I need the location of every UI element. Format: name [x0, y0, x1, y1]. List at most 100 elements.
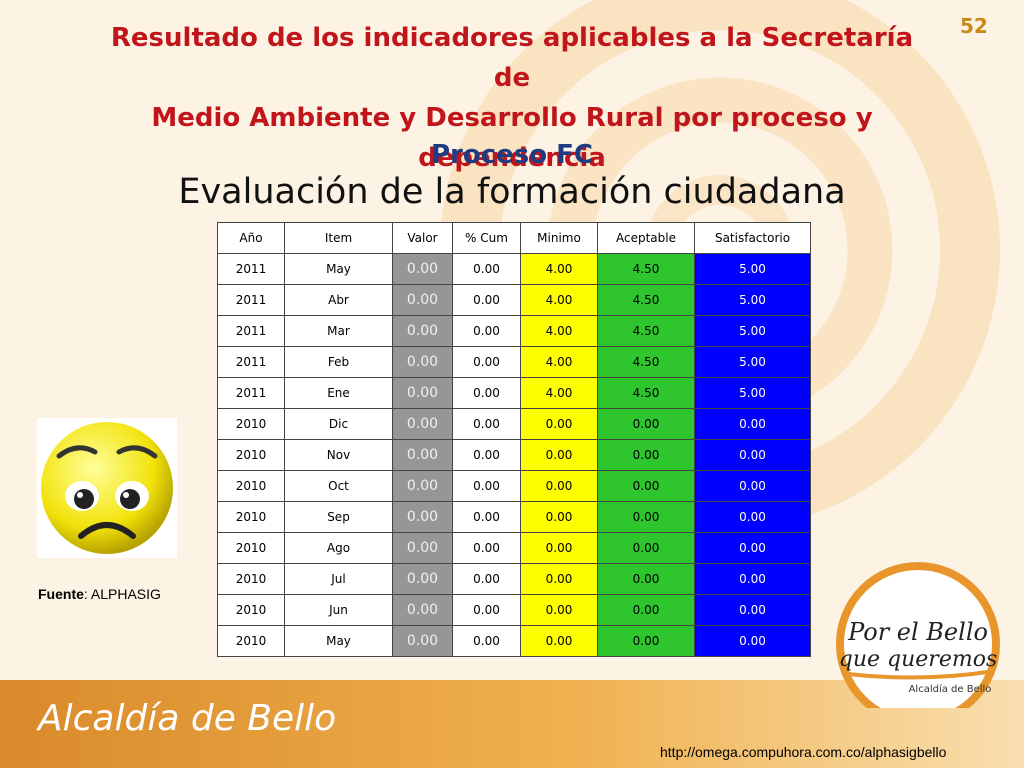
cell-ano: 2010 — [217, 532, 285, 564]
cell-minimo: 0.00 — [520, 625, 598, 657]
table-row: 2010 Jun 0.00 0.00 0.00 0.00 0.00 — [217, 594, 811, 626]
cell-valor: 0.00 — [392, 563, 453, 595]
cell-ano: 2011 — [217, 315, 285, 347]
cell-cum: 0.00 — [452, 284, 521, 316]
title-line: Medio Ambiente y Desarrollo Rural por pr… — [151, 103, 873, 133]
header-valor: Valor — [392, 222, 453, 254]
cell-valor: 0.00 — [392, 532, 453, 564]
cell-cum: 0.00 — [452, 408, 521, 440]
cell-minimo: 0.00 — [520, 594, 598, 626]
table-row: 2010 Ago 0.00 0.00 0.00 0.00 0.00 — [217, 532, 811, 564]
header-cum: % Cum — [452, 222, 521, 254]
cell-minimo: 0.00 — [520, 470, 598, 502]
cell-minimo: 4.00 — [520, 346, 598, 378]
cell-aceptable: 4.50 — [597, 377, 695, 409]
cell-minimo: 0.00 — [520, 563, 598, 595]
cell-ano: 2010 — [217, 439, 285, 471]
evaluation-title: Evaluación de la formación ciudadana — [178, 172, 846, 212]
cell-item: Nov — [284, 439, 393, 471]
cell-aceptable: 0.00 — [597, 532, 695, 564]
cell-ano: 2010 — [217, 625, 285, 657]
table-row: 2011 Abr 0.00 0.00 4.00 4.50 5.00 — [217, 284, 811, 316]
cell-satisfactorio: 5.00 — [694, 253, 811, 285]
title-line: dependencia — [418, 143, 606, 173]
cell-minimo: 4.00 — [520, 377, 598, 409]
table-row: 2011 Mar 0.00 0.00 4.00 4.50 5.00 — [217, 315, 811, 347]
slide-number: 52 — [960, 14, 988, 38]
cell-item: May — [284, 253, 393, 285]
table-row: 2010 Oct 0.00 0.00 0.00 0.00 0.00 — [217, 470, 811, 502]
cell-cum: 0.00 — [452, 470, 521, 502]
cell-ano: 2010 — [217, 408, 285, 440]
cell-satisfactorio: 0.00 — [694, 408, 811, 440]
table-row: 2011 Ene 0.00 0.00 4.00 4.50 5.00 — [217, 377, 811, 409]
cell-valor: 0.00 — [392, 253, 453, 285]
table-row: 2010 Jul 0.00 0.00 0.00 0.00 0.00 — [217, 563, 811, 595]
cell-satisfactorio: 0.00 — [694, 501, 811, 533]
cell-satisfactorio: 0.00 — [694, 625, 811, 657]
cell-item: Abr — [284, 284, 393, 316]
source-label: Fuente — [38, 586, 84, 602]
cell-aceptable: 0.00 — [597, 501, 695, 533]
cell-cum: 0.00 — [452, 625, 521, 657]
cell-satisfactorio: 5.00 — [694, 315, 811, 347]
cell-ano: 2010 — [217, 470, 285, 502]
cell-aceptable: 4.50 — [597, 284, 695, 316]
footer-band — [0, 680, 1024, 768]
cell-aceptable: 0.00 — [597, 439, 695, 471]
logo-line2: que queremos — [839, 647, 997, 672]
table-row: 2010 Sep 0.00 0.00 0.00 0.00 0.00 — [217, 501, 811, 533]
cell-minimo: 0.00 — [520, 532, 598, 564]
cell-valor: 0.00 — [392, 501, 453, 533]
cell-satisfactorio: 0.00 — [694, 439, 811, 471]
cell-valor: 0.00 — [392, 470, 453, 502]
cell-aceptable: 0.00 — [597, 470, 695, 502]
cell-minimo: 0.00 — [520, 501, 598, 533]
header-item: Item — [284, 222, 393, 254]
cell-minimo: 0.00 — [520, 408, 598, 440]
cell-item: Ago — [284, 532, 393, 564]
cell-cum: 0.00 — [452, 315, 521, 347]
source-url[interactable]: http://omega.compuhora.com.co/alphasigbe… — [660, 744, 947, 760]
cell-item: Jun — [284, 594, 393, 626]
cell-aceptable: 4.50 — [597, 315, 695, 347]
cell-cum: 0.00 — [452, 439, 521, 471]
cell-valor: 0.00 — [392, 594, 453, 626]
cell-aceptable: 0.00 — [597, 563, 695, 595]
cell-ano: 2011 — [217, 284, 285, 316]
cell-minimo: 4.00 — [520, 253, 598, 285]
footer-brand: Alcaldía de Bello — [38, 698, 337, 739]
cell-cum: 0.00 — [452, 501, 521, 533]
logo-line1: Por el Bello — [847, 618, 988, 646]
cell-cum: 0.00 — [452, 532, 521, 564]
cell-item: May — [284, 625, 393, 657]
cell-item: Mar — [284, 315, 393, 347]
cell-valor: 0.00 — [392, 346, 453, 378]
cell-ano: 2010 — [217, 501, 285, 533]
cell-valor: 0.00 — [392, 625, 453, 657]
cell-valor: 0.00 — [392, 315, 453, 347]
source-value: : ALPHASIG — [83, 586, 161, 602]
cell-valor: 0.00 — [392, 377, 453, 409]
cell-aceptable: 0.00 — [597, 594, 695, 626]
process-subtitle: Proceso FC — [430, 140, 594, 170]
cell-aceptable: 0.00 — [597, 625, 695, 657]
sad-face-icon — [37, 418, 177, 558]
cell-ano: 2011 — [217, 346, 285, 378]
header-minimo: Minimo — [520, 222, 598, 254]
header-ano: Año — [217, 222, 285, 254]
cell-cum: 0.00 — [452, 377, 521, 409]
cell-valor: 0.00 — [392, 439, 453, 471]
cell-minimo: 4.00 — [520, 284, 598, 316]
page-title: Resultado de los indicadores aplicables … — [100, 18, 924, 178]
table-row: 2010 Dic 0.00 0.00 0.00 0.00 0.00 — [217, 408, 811, 440]
cell-satisfactorio: 0.00 — [694, 532, 811, 564]
cell-ano: 2011 — [217, 253, 285, 285]
cell-satisfactorio: 0.00 — [694, 594, 811, 626]
cell-aceptable: 4.50 — [597, 346, 695, 378]
cell-cum: 0.00 — [452, 563, 521, 595]
cell-satisfactorio: 0.00 — [694, 563, 811, 595]
cell-satisfactorio: 5.00 — [694, 377, 811, 409]
cell-item: Jul — [284, 563, 393, 595]
cell-minimo: 4.00 — [520, 315, 598, 347]
